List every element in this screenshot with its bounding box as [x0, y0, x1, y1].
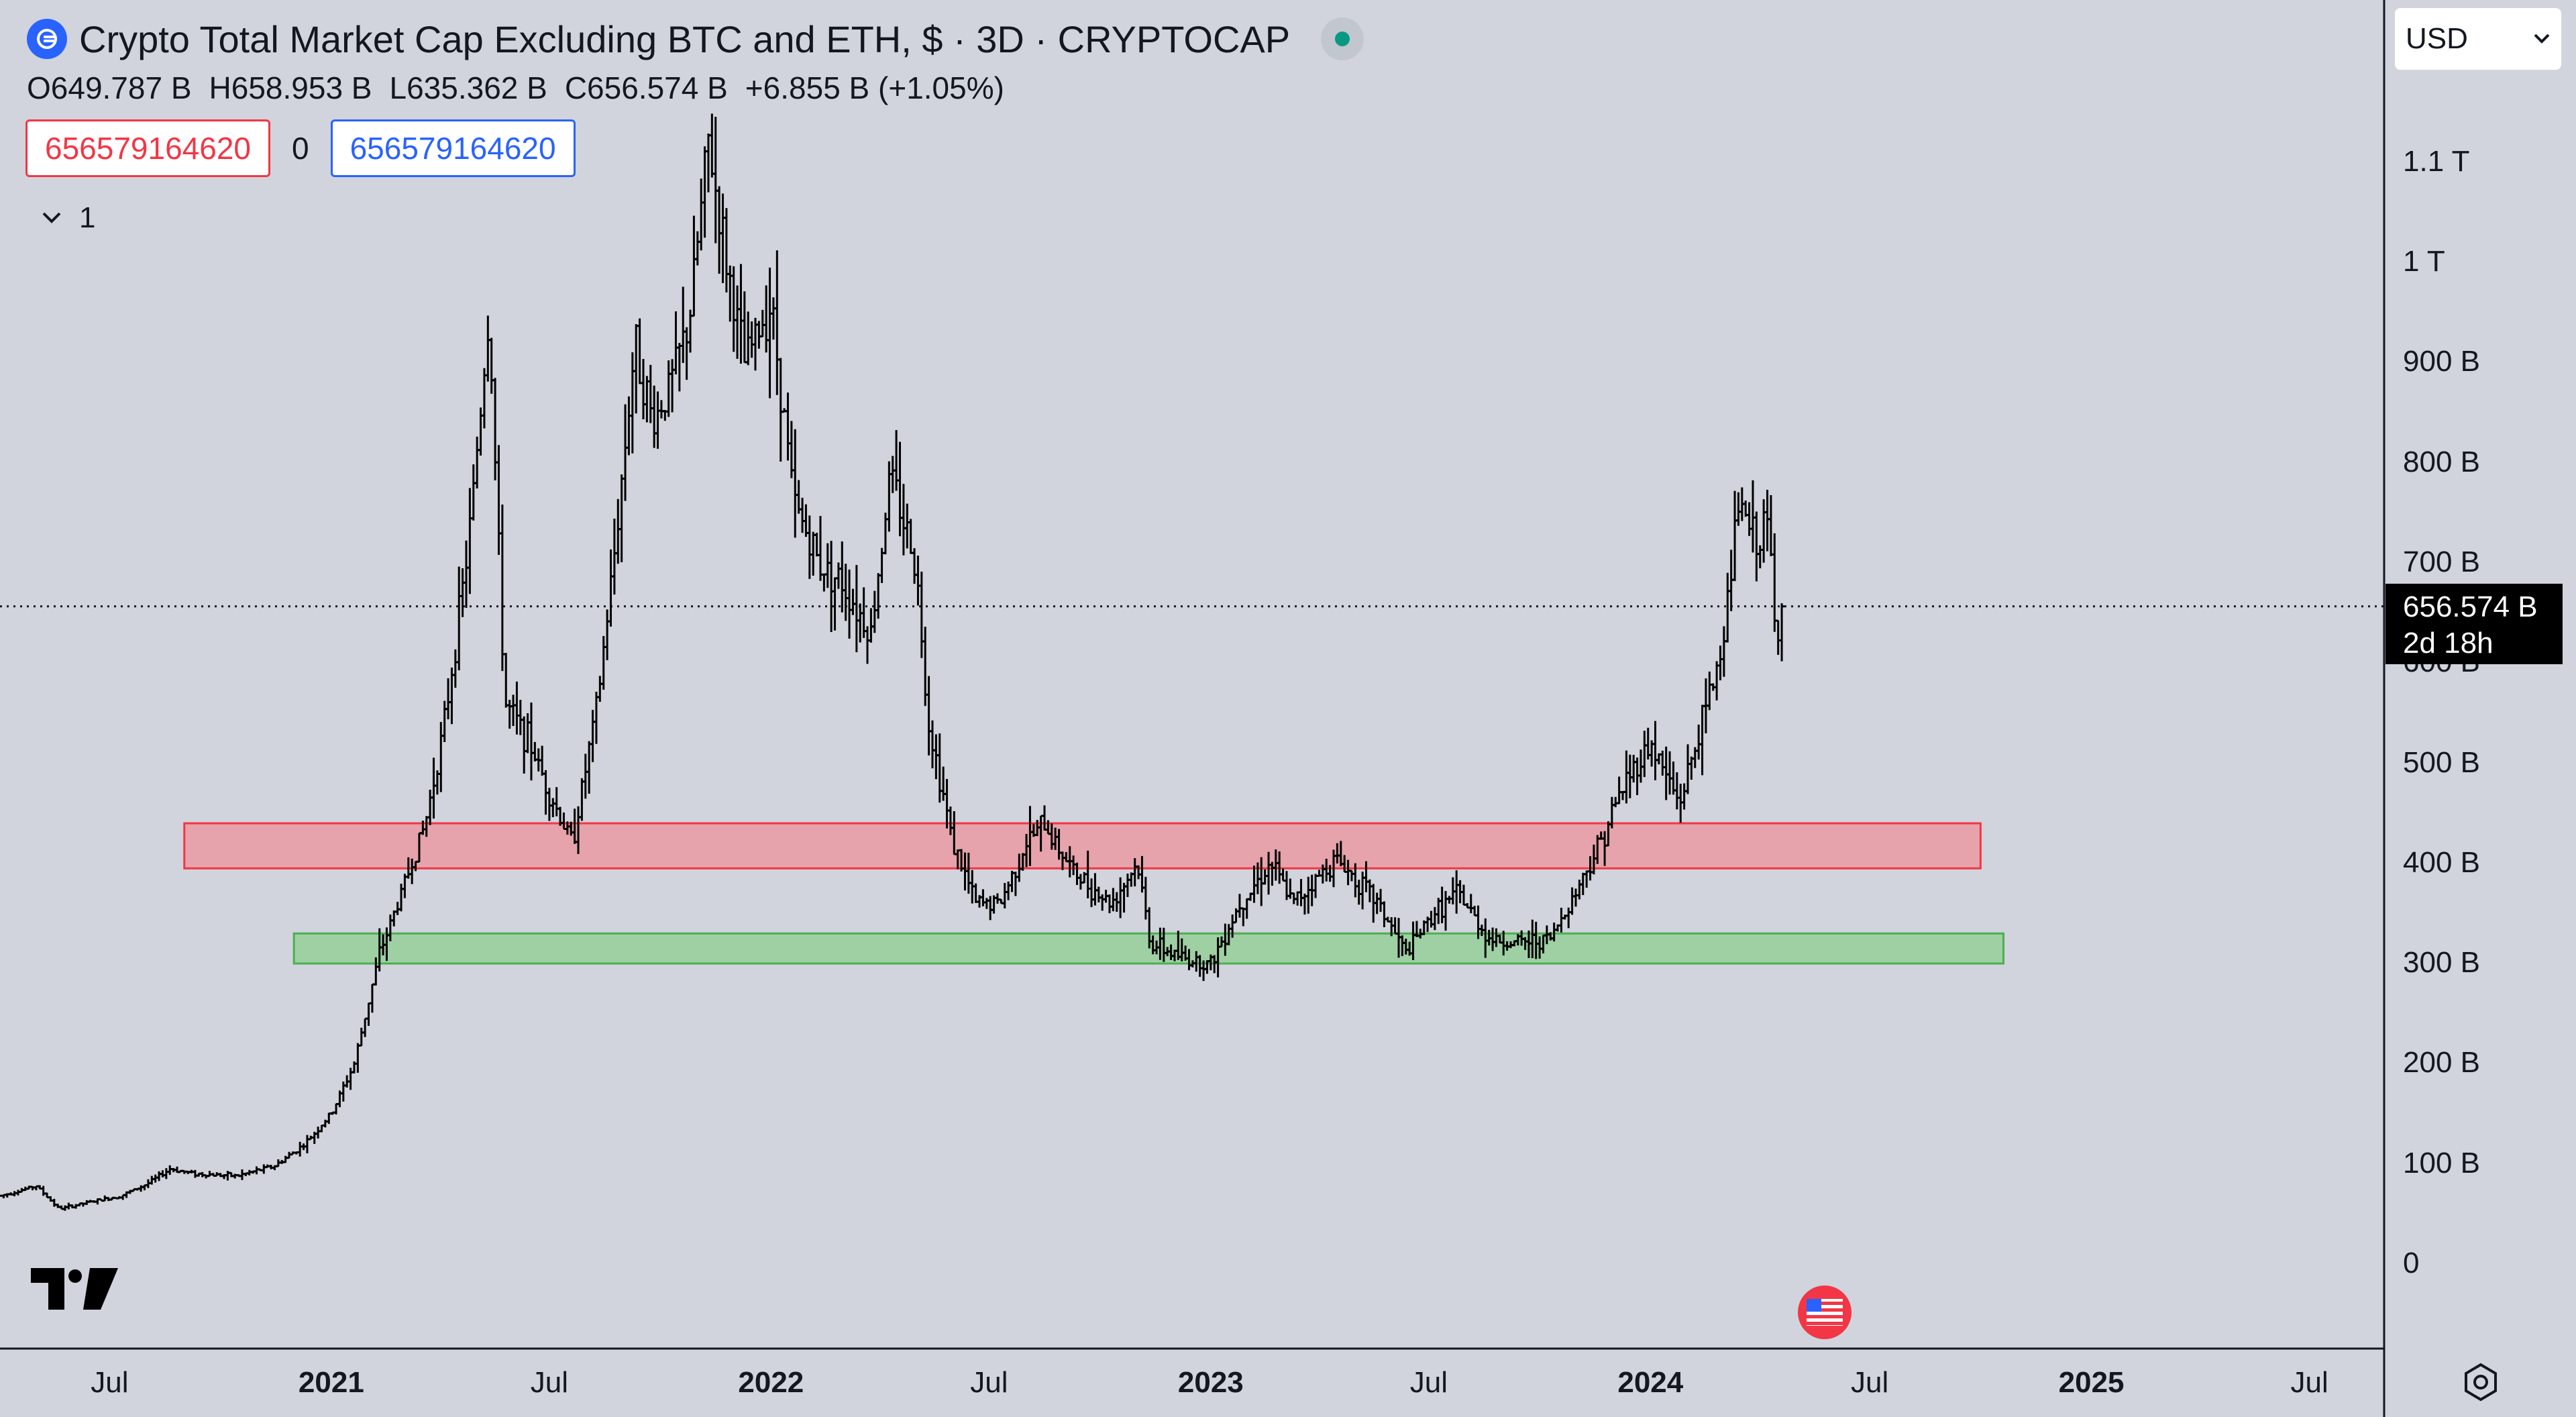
ohlc-low: L635.362 B — [389, 70, 547, 105]
time-tick: 2025 — [2058, 1366, 2125, 1399]
indicator-input-right[interactable]: 656579164620 — [330, 119, 576, 177]
indicator-input-middle: 0 — [292, 131, 309, 166]
time-tick: Jul — [970, 1366, 1008, 1399]
chevron-down-icon — [2534, 34, 2550, 44]
symbol-title[interactable]: Crypto Total Market Cap Excluding BTC an… — [79, 17, 1291, 60]
time-tick: Jul — [530, 1366, 569, 1399]
price-tick: 500 B — [2403, 745, 2480, 779]
time-tick: 2021 — [298, 1366, 364, 1399]
price-tick: 400 B — [2403, 845, 2480, 879]
us-flag-event-icon[interactable] — [1798, 1285, 1851, 1339]
market-status-icon[interactable] — [1321, 17, 1364, 60]
time-tick: 2022 — [738, 1366, 804, 1399]
price-tick: 1 T — [2403, 245, 2445, 278]
time-tick: 2024 — [1617, 1366, 1684, 1399]
ohlc-legend: O649.787 B H658.953 B L635.362 B C656.574 B… — [27, 70, 1022, 106]
cryptocap-logo-icon — [27, 19, 67, 59]
currency-selector[interactable]: USD — [2395, 8, 2561, 70]
indicators-count: 1 — [79, 201, 96, 234]
price-tick: 200 B — [2403, 1046, 2480, 1080]
indicator-inputs: 656579164620 0 656579164620 — [25, 119, 576, 177]
price-tick: 300 B — [2403, 946, 2480, 980]
time-tick: Jul — [91, 1366, 129, 1399]
settings-gear-icon[interactable] — [2461, 1362, 2501, 1406]
chart-header: Crypto Total Market Cap Excluding BTC an… — [27, 13, 1364, 64]
time-tick: Jul — [1851, 1366, 1889, 1399]
ohlc-close: C656.574 B — [564, 70, 728, 105]
ohlc-high: H658.953 B — [209, 70, 372, 105]
price-tick: 800 B — [2403, 445, 2480, 478]
ohlc-open: O649.787 B — [27, 70, 192, 105]
chevron-down-icon — [42, 212, 61, 223]
last-price-value: 656.574 B — [2403, 590, 2538, 623]
resistance-zone[interactable] — [183, 822, 1982, 870]
indicators-collapse-toggle[interactable]: 1 — [42, 201, 95, 235]
candles-layer — [0, 113, 1785, 1211]
indicator-input-left[interactable]: 656579164620 — [25, 119, 270, 177]
ohlc-bar — [1779, 603, 1785, 662]
plot-area[interactable] — [0, 0, 2384, 1349]
currency-value: USD — [2406, 22, 2468, 55]
time-tick: Jul — [1409, 1366, 1448, 1399]
ohlc-change: +6.855 B (+1.05%) — [745, 70, 1004, 105]
bar-countdown: 2d 18h — [2403, 627, 2493, 660]
tradingview-logo-icon[interactable] — [31, 1268, 118, 1314]
last-price-label: 656.574 B 2d 18h — [2385, 584, 2563, 664]
price-tick: 900 B — [2403, 345, 2480, 378]
time-tick: 2023 — [1177, 1366, 1244, 1399]
price-tick: 700 B — [2403, 545, 2480, 578]
price-tick: 0 — [2403, 1247, 2420, 1279]
time-tick: Jul — [2290, 1366, 2328, 1399]
price-tick: 1.1 T — [2403, 144, 2470, 178]
price-tick: 100 B — [2403, 1146, 2480, 1179]
